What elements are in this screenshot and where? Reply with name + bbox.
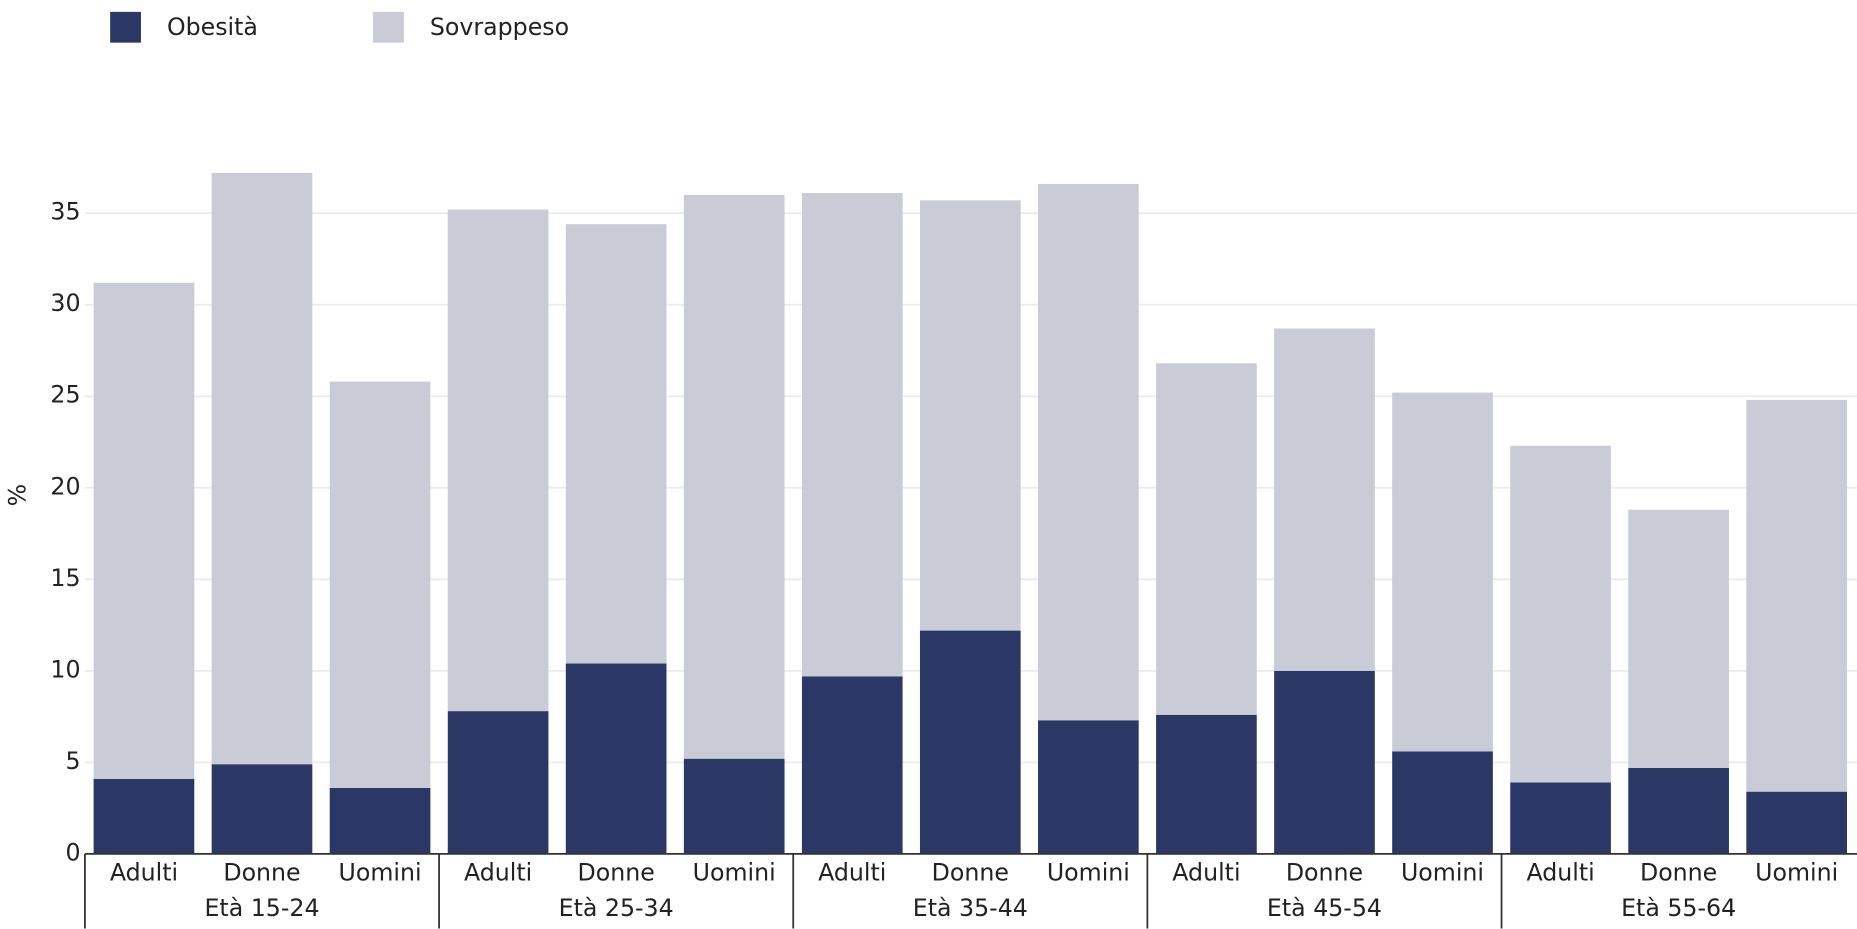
bar	[447, 711, 549, 854]
x-tick-label: Adulti	[1172, 859, 1240, 887]
x-tick-label: Adulti	[464, 859, 532, 887]
x-tick-label: Uomini	[693, 859, 776, 887]
bar	[1510, 782, 1611, 854]
x-tick-label: Uomini	[1047, 859, 1130, 887]
bar	[801, 676, 903, 854]
bar	[1746, 791, 1848, 854]
y-tick-label: 20	[50, 472, 80, 500]
bar	[447, 209, 549, 712]
x-tick-label: Donne	[1286, 859, 1363, 887]
y-tick-label: 5	[65, 747, 80, 775]
bar	[1392, 751, 1493, 854]
y-tick-label: 30	[50, 289, 80, 317]
group-label: Età 15-24	[204, 894, 319, 922]
bar	[1274, 328, 1375, 671]
bar	[683, 194, 785, 759]
x-tick-label: Donne	[578, 859, 655, 887]
x-tick-label: Uomini	[1755, 859, 1838, 887]
y-tick-label: 10	[50, 655, 80, 683]
bar	[683, 758, 785, 854]
bar	[1038, 183, 1139, 721]
legend-label: Sovrappeso	[430, 13, 569, 41]
x-tick-label: Uomini	[339, 859, 422, 887]
bar	[1156, 714, 1257, 854]
bar	[919, 630, 1021, 854]
group-label: Età 25-34	[559, 894, 674, 922]
bar	[1510, 445, 1611, 783]
y-axis-label: %	[3, 484, 31, 507]
x-tick-label: Adulti	[1526, 859, 1594, 887]
x-tick-label: Donne	[223, 859, 300, 887]
y-tick-label: 35	[50, 198, 80, 226]
group-label: Età 35-44	[913, 894, 1028, 922]
bar	[565, 224, 667, 664]
x-tick-label: Donne	[1640, 859, 1717, 887]
bar	[1628, 509, 1729, 768]
bar	[93, 778, 195, 854]
x-tick-label: Adulti	[110, 859, 178, 887]
bar	[801, 193, 903, 677]
y-tick-label: 15	[50, 564, 80, 592]
bar	[93, 282, 195, 779]
bar	[1274, 670, 1375, 854]
legend-swatch	[373, 11, 404, 43]
bar	[565, 663, 667, 854]
bar	[1156, 363, 1257, 715]
bar	[329, 788, 431, 854]
bar	[211, 764, 313, 854]
bar	[919, 200, 1021, 631]
bar	[211, 172, 313, 765]
group-label: Età 55-64	[1621, 894, 1736, 922]
x-tick-label: Donne	[932, 859, 1009, 887]
y-tick-label: 25	[50, 381, 80, 409]
x-tick-label: Uomini	[1401, 859, 1484, 887]
bar	[1628, 767, 1729, 854]
bar	[1392, 392, 1493, 752]
legend-swatch	[110, 11, 141, 43]
bar	[329, 381, 431, 789]
group-label: Età 45-54	[1267, 894, 1382, 922]
x-tick-label: Adulti	[818, 859, 886, 887]
y-tick-label: 0	[65, 838, 80, 866]
bar	[1746, 399, 1848, 792]
legend-label: Obesità	[167, 13, 258, 41]
bar	[1038, 720, 1139, 854]
